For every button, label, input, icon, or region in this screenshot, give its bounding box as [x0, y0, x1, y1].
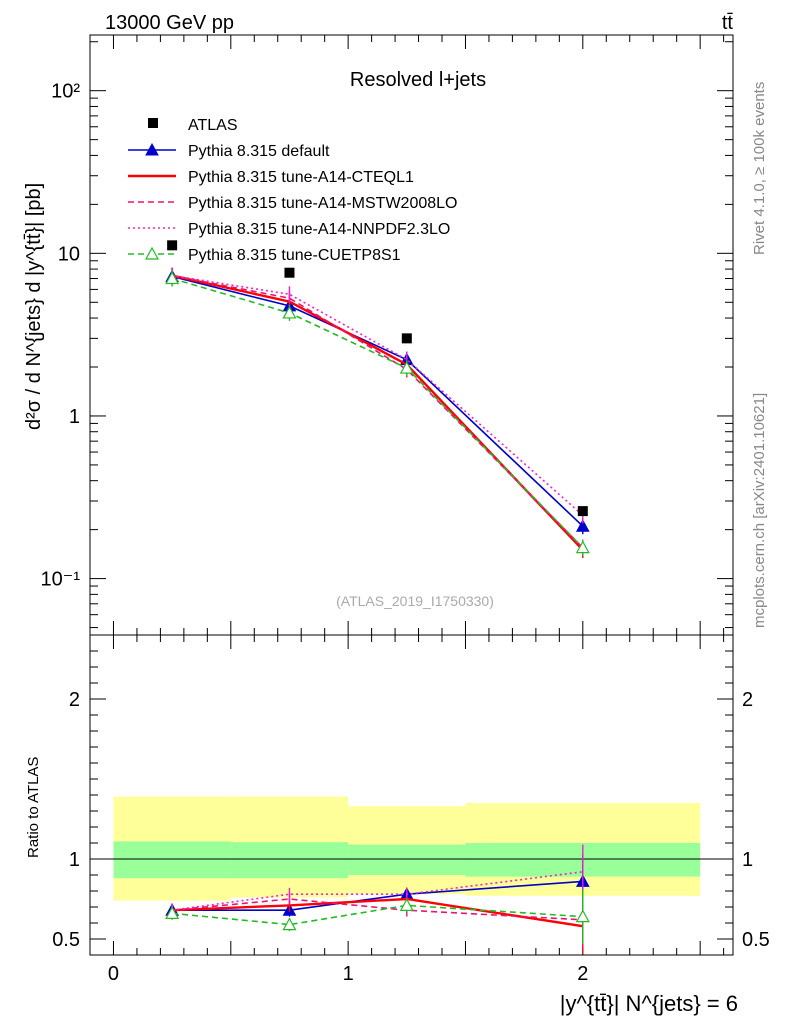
ratio-point — [282, 917, 297, 931]
legend-label-1: Pythia 8.315 tune-A14-CTEQL1 — [188, 169, 414, 186]
x-axis-label: |y^{tt̄}| N^{jets} = 6 — [560, 991, 738, 1016]
ratio-point — [165, 906, 180, 919]
ratio-y-tick-label-right: 2 — [742, 689, 753, 711]
axis-tick-labels: 0 1 2 10⁻¹ 1 10 10² 0.5 0.5 1 1 2 2 — [41, 81, 770, 985]
x-tick-label: 2 — [577, 963, 588, 985]
legend: ATLAS Pythia 8.315 default Pythia 8.315 tu… — [128, 117, 457, 264]
y-tick-label: 10 — [58, 243, 80, 265]
ratio-y-tick-label-right: 1 — [742, 849, 753, 871]
chart-title: Resolved l+jets — [350, 69, 486, 91]
ratio-band-inner-2 — [348, 844, 466, 875]
ratio-line-2 — [172, 898, 583, 921]
series-line-3 — [172, 274, 584, 516]
series-line-2 — [171, 274, 584, 549]
atlas-data-point — [284, 267, 295, 278]
legend-label-3: Pythia 8.315 tune-A14-NNPDF2.3LO — [188, 221, 450, 238]
rivet-label: Rivet 4.1.0, ≥ 100k events — [751, 82, 768, 255]
energy-label: 13000 GeV pp — [105, 12, 234, 34]
y-axis-label: d²σ / d N^{jets} d |y^{tt̄}| [pb] — [23, 183, 45, 430]
series-line-4 — [171, 277, 584, 549]
mcplots-label: mcplots.cern.ch [arXiv:2401.10621] — [751, 393, 768, 628]
ratio-series — [165, 844, 590, 954]
atlas-data-point — [577, 506, 588, 517]
ratio-y-tick-label-right: 0.5 — [742, 929, 770, 951]
ratio-point — [399, 898, 414, 911]
x-tick-label: 0 — [108, 963, 119, 985]
ratio-uncertainty-bands — [113, 796, 701, 901]
ratio-line-4 — [172, 904, 583, 926]
series-point — [575, 519, 590, 532]
ratio-y-axis-label: Ratio to ATLAS — [25, 757, 42, 858]
y-tick-label: 10⁻¹ — [41, 569, 81, 591]
atlas-data-point — [401, 333, 412, 344]
analysis-tag: (ATLAS_2019_I1750330) — [336, 593, 494, 609]
legend-marker-4 — [144, 246, 160, 260]
x-tick-label: 1 — [343, 963, 354, 985]
ratio-y-tick-label-left: 1 — [69, 849, 80, 871]
legend-label-4: Pythia 8.315 tune-CUETP8S1 — [188, 247, 401, 264]
ratio-y-tick-label-left: 2 — [69, 689, 80, 711]
ratio-line-1 — [172, 897, 583, 928]
series-line-1 — [171, 274, 584, 551]
y-tick-label: 10² — [51, 81, 80, 103]
atlas-data-points — [167, 240, 588, 517]
atlas-data-point — [167, 240, 178, 251]
axis-ticks — [90, 35, 733, 956]
ratio-point — [575, 909, 590, 923]
series-point — [575, 540, 590, 554]
legend-marker-0 — [145, 142, 159, 156]
ratio-band-inner-1 — [230, 842, 349, 879]
legend-label-atlas: ATLAS — [188, 117, 238, 134]
series-line-0 — [171, 275, 584, 527]
ratio-band-inner-0 — [113, 841, 231, 879]
main-series — [165, 267, 590, 558]
ratio-y-tick-label-left: 0.5 — [52, 929, 80, 951]
series-point — [399, 360, 414, 374]
process-label: tt̄ — [722, 12, 734, 34]
y-tick-label: 1 — [69, 406, 80, 428]
legend-label-2: Pythia 8.315 tune-A14-MSTW2008LO — [188, 195, 457, 212]
series-point — [165, 271, 180, 285]
series-point — [282, 305, 297, 319]
legend-label-0: Pythia 8.315 default — [188, 143, 330, 160]
legend-marker-atlas — [148, 118, 158, 128]
